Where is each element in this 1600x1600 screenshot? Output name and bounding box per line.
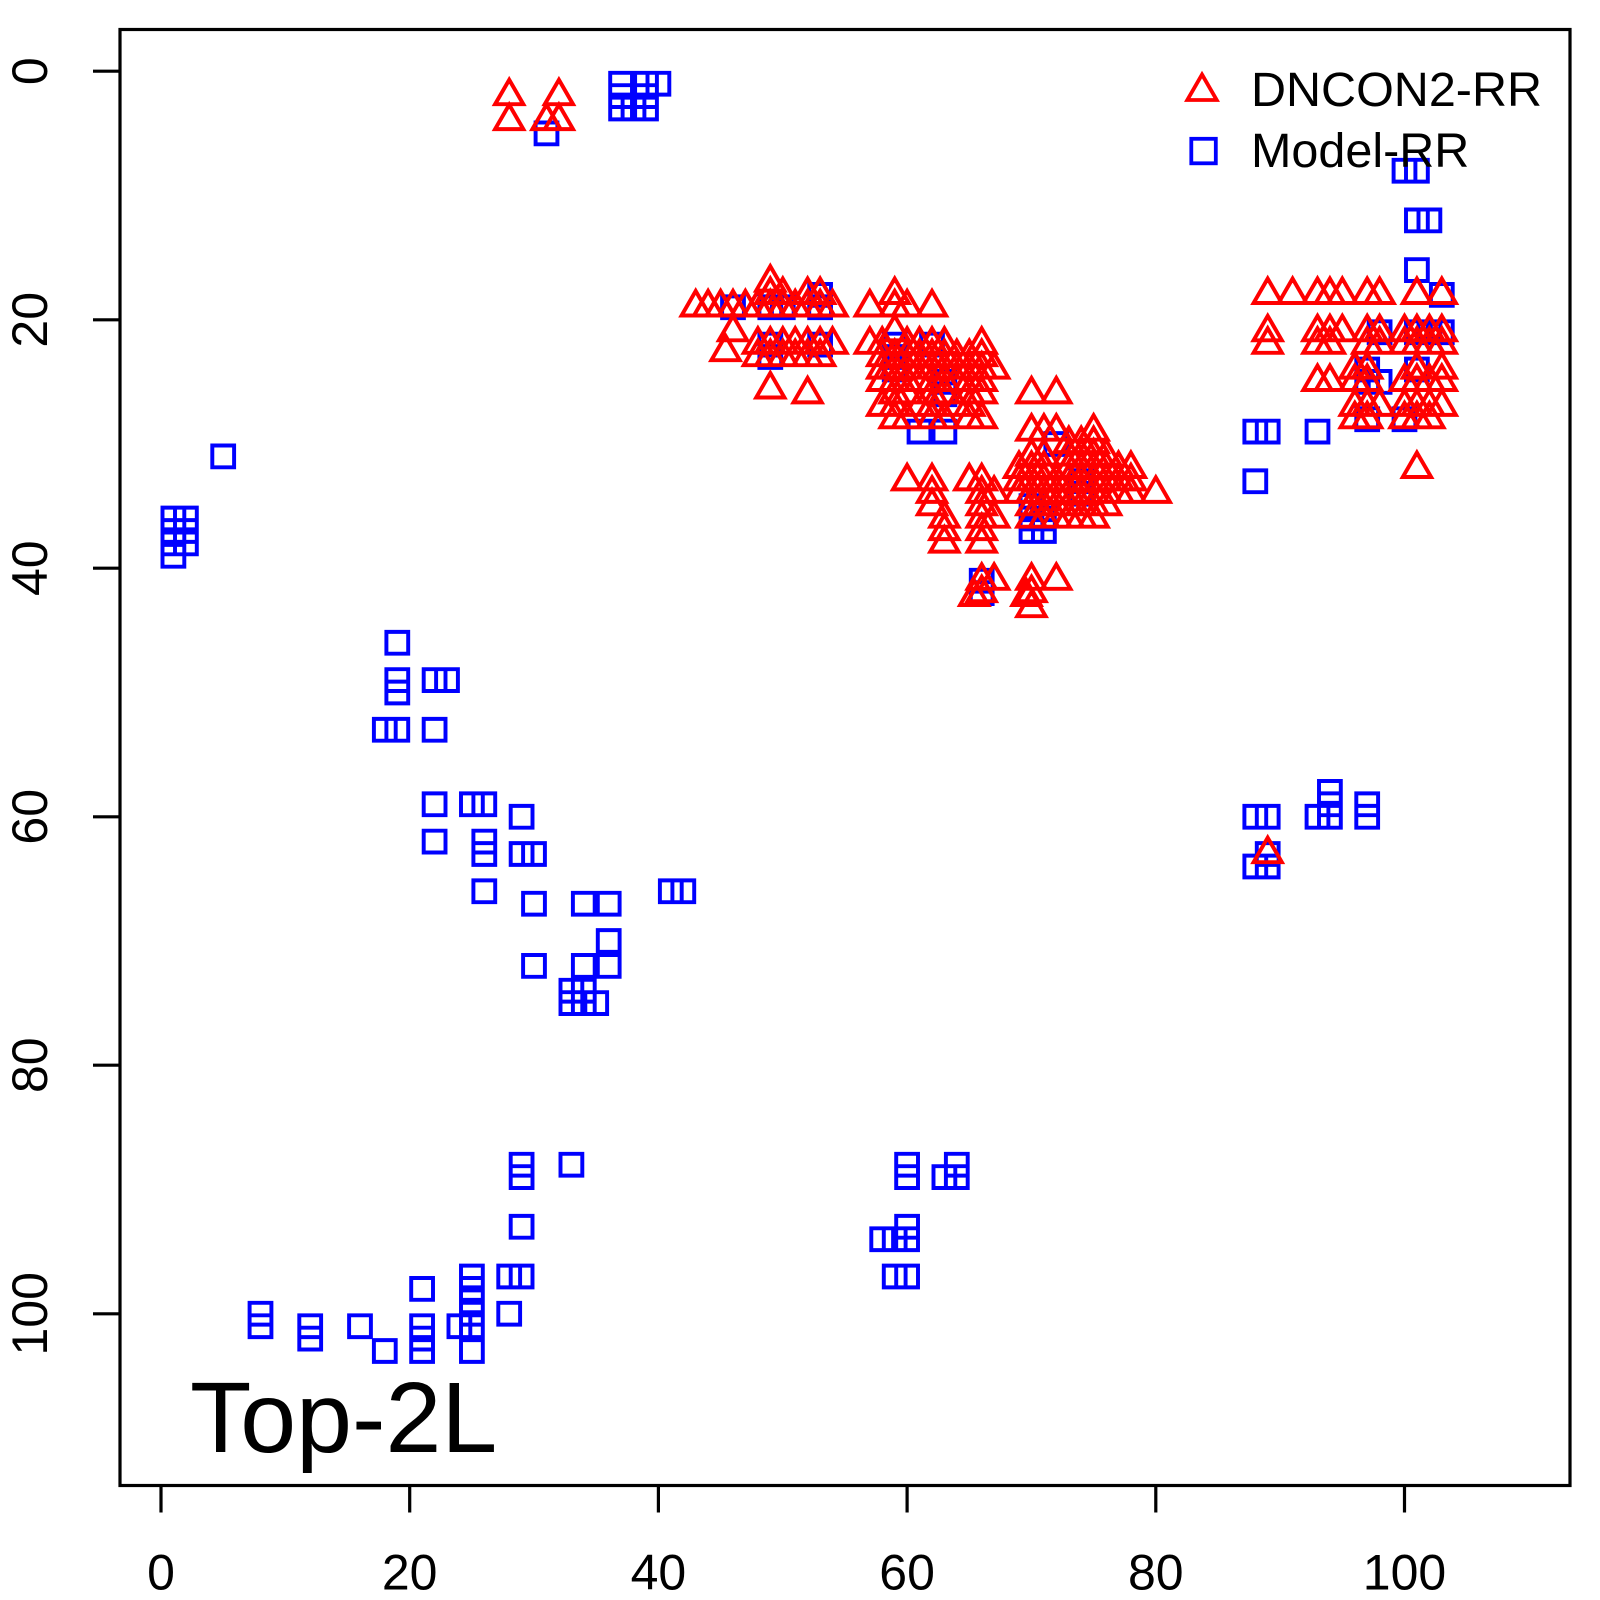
svg-text:DNCON2-RR: DNCON2-RR xyxy=(1251,63,1542,117)
svg-text:40: 40 xyxy=(631,1545,687,1600)
svg-text:100: 100 xyxy=(1363,1545,1446,1600)
svg-text:20: 20 xyxy=(2,292,58,348)
svg-text:20: 20 xyxy=(382,1545,438,1600)
svg-text:80: 80 xyxy=(1128,1545,1184,1600)
svg-text:100: 100 xyxy=(2,1272,58,1355)
svg-text:80: 80 xyxy=(2,1037,58,1093)
svg-text:Model-RR: Model-RR xyxy=(1251,124,1469,178)
svg-text:60: 60 xyxy=(879,1545,935,1600)
svg-text:Top-2L: Top-2L xyxy=(190,1362,497,1474)
svg-text:60: 60 xyxy=(2,789,58,845)
svg-text:0: 0 xyxy=(147,1545,175,1600)
svg-text:40: 40 xyxy=(2,540,58,596)
svg-text:0: 0 xyxy=(2,57,58,85)
